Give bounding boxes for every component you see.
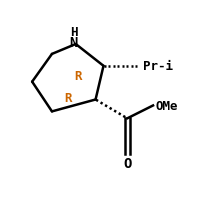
Text: OMe: OMe (154, 99, 177, 112)
Text: R: R (64, 92, 71, 104)
Text: H: H (70, 25, 77, 38)
Text: N: N (69, 36, 78, 50)
Text: O: O (123, 156, 131, 170)
Text: R: R (74, 70, 81, 83)
Text: Pr-i: Pr-i (143, 60, 172, 73)
